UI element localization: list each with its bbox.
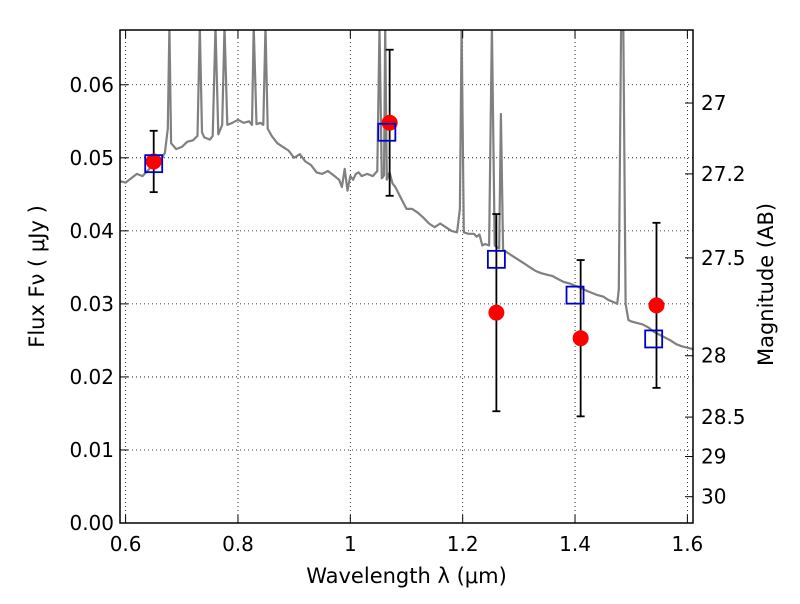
axis-ticks: 0.6 0.8 1 1.2 1.4 1.6 0.00 0.01 0.02 0.03 0.04 0.05… <box>69 30 746 556</box>
y2-tick-label: 30 <box>701 485 726 509</box>
x-tick-label: 1.4 <box>559 532 591 556</box>
y2-tick-label: 28 <box>701 344 726 368</box>
y2-axis-title: Magnitude (AB) <box>754 203 778 366</box>
y-tick-label: 0.02 <box>69 365 114 389</box>
x-tick-label: 0.6 <box>110 532 142 556</box>
synthetic-points <box>144 122 664 349</box>
y2-tick-label: 27.5 <box>701 246 746 270</box>
grid <box>120 30 693 524</box>
observed-points <box>145 114 665 347</box>
y-tick-label: 0.01 <box>69 438 114 462</box>
y-tick-label: 0.05 <box>69 146 114 170</box>
observed-point <box>648 297 665 314</box>
synthetic-point <box>565 285 585 305</box>
x-tick-label: 0.8 <box>222 532 254 556</box>
observed-point <box>381 114 398 131</box>
y-tick-label: 0.03 <box>69 292 114 316</box>
y2-tick-label: 27.2 <box>701 162 746 186</box>
x-tick-label: 1.2 <box>447 532 479 556</box>
observed-point <box>488 304 505 321</box>
y-axis-title: Flux Fν ( μJy ) <box>25 205 49 348</box>
model-spectrum-line <box>120 30 693 351</box>
y-tick-label: 0.06 <box>69 73 114 97</box>
model-spectrum <box>120 30 693 351</box>
synthetic-point <box>644 329 664 349</box>
y-tick-label: 0.00 <box>69 511 114 535</box>
y2-tick-label: 28.5 <box>701 405 746 429</box>
y2-tick-label: 27 <box>701 91 726 115</box>
observed-point <box>145 153 162 170</box>
plot-frame <box>119 29 694 524</box>
synthetic-point <box>377 122 397 142</box>
synthetic-point <box>486 249 506 269</box>
observed-point <box>572 330 589 347</box>
x-axis-title: Wavelength λ (μm) <box>306 564 507 588</box>
y2-tick-label: 29 <box>701 445 726 469</box>
x-tick-label: 1 <box>344 532 357 556</box>
synthetic-point <box>144 154 164 174</box>
x-tick-label: 1.6 <box>671 532 703 556</box>
y-tick-label: 0.04 <box>69 219 114 243</box>
